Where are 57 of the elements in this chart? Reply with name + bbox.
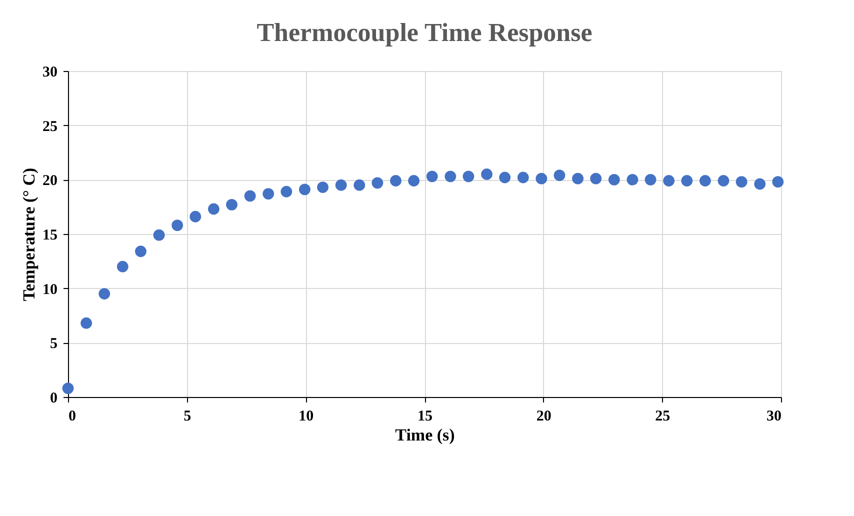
point [718, 175, 730, 186]
point [608, 174, 620, 186]
point [226, 198, 238, 210]
x-tick-label: 30 [766, 408, 782, 424]
x-tick-label: 5 [184, 408, 192, 424]
point [444, 170, 456, 182]
point [536, 172, 548, 184]
point [481, 168, 492, 180]
point [626, 174, 638, 186]
x-tick-label: 15 [418, 408, 432, 424]
y-tick-label: 15 [42, 228, 58, 244]
point [372, 177, 384, 189]
x-tick-label: 0 [68, 408, 76, 424]
point [335, 179, 347, 191]
point [317, 182, 328, 193]
point [135, 246, 146, 258]
point [572, 172, 584, 184]
y-tick-label: 10 [42, 282, 58, 298]
x-tick-label: 25 [655, 408, 670, 424]
point [299, 184, 310, 196]
point [644, 174, 656, 186]
point [408, 175, 420, 186]
point [153, 229, 165, 241]
point [681, 175, 693, 186]
point [280, 186, 292, 198]
point [554, 170, 566, 182]
point [736, 176, 748, 188]
point [663, 175, 675, 186]
x-axis-title: Time (s) [395, 426, 455, 444]
y-tick-label: 30 [42, 64, 58, 80]
y-tick-label: 25 [42, 118, 58, 135]
point [354, 179, 366, 191]
y-axis-title: Temperature (° C) [20, 168, 38, 302]
point [262, 188, 274, 200]
point [172, 220, 184, 231]
point [62, 382, 74, 394]
point [80, 317, 92, 329]
point [517, 172, 529, 184]
y-tick-label: 5 [50, 336, 58, 352]
point [190, 210, 202, 222]
x-tick-label: 20 [536, 408, 552, 424]
point [98, 288, 110, 300]
point [462, 170, 474, 182]
point [754, 178, 766, 190]
y-tick-label: 20 [42, 173, 58, 190]
point [499, 172, 511, 184]
point [426, 170, 438, 182]
y-tick-label: 0 [50, 390, 58, 406]
point [208, 203, 220, 215]
point [590, 172, 602, 184]
chart-title: Thermocouple Time Response [256, 18, 592, 47]
x-tick-label: 10 [298, 408, 314, 424]
point [244, 190, 256, 202]
point [772, 176, 784, 188]
point [699, 175, 711, 186]
point [116, 260, 128, 272]
point [390, 175, 402, 186]
